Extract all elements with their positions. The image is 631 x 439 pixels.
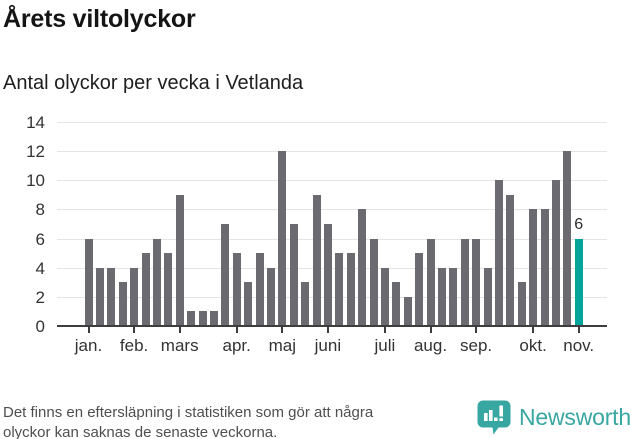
bar-week xyxy=(312,194,321,326)
bar-week xyxy=(266,267,275,326)
x-axis-month-label: mars xyxy=(160,336,199,355)
x-axis-tick xyxy=(577,327,580,333)
y-axis-tick-label: 4 xyxy=(35,258,45,278)
x-axis-tick xyxy=(475,327,478,333)
bar-week xyxy=(323,224,332,326)
footer-line-1: Det finns en eftersläpning i statistiken… xyxy=(3,404,374,421)
y-axis-tick-label: 14 xyxy=(26,113,45,132)
y-axis-tick-label: 10 xyxy=(26,171,45,191)
y-axis-tick-label: 6 xyxy=(35,229,45,249)
bar-week xyxy=(301,282,310,326)
bar-week xyxy=(255,253,264,326)
gridline xyxy=(57,180,607,182)
bar-week xyxy=(187,311,196,326)
bar-week xyxy=(289,224,298,326)
speech-bubble-bar-chart-icon xyxy=(477,400,511,435)
y-axis-tick-label: 2 xyxy=(35,287,45,307)
bar-week xyxy=(175,194,184,326)
bar-week xyxy=(551,180,560,326)
x-axis-month-label: apr. xyxy=(222,336,251,355)
bar-week xyxy=(415,253,424,326)
x-axis-month-label: sep. xyxy=(460,336,493,355)
bar-week xyxy=(517,282,526,326)
bar-week xyxy=(198,311,207,326)
bar-week xyxy=(358,209,367,326)
x-axis-tick xyxy=(383,327,386,333)
x-axis-tick xyxy=(133,327,136,333)
bar-week xyxy=(221,224,230,326)
highlight-value-label: 6 xyxy=(574,215,584,233)
bar-week xyxy=(449,267,458,326)
bar-week xyxy=(164,253,173,326)
page-title: Årets viltolyckor xyxy=(3,5,196,33)
bar-week xyxy=(483,267,492,326)
bar-week xyxy=(529,209,538,326)
x-axis-month-label: nov. xyxy=(563,336,595,355)
y-axis-tick-label: 12 xyxy=(26,142,45,162)
plot-area xyxy=(57,122,607,326)
bar-week xyxy=(152,238,161,326)
x-axis-tick xyxy=(178,327,181,333)
bar-week xyxy=(141,253,150,326)
bar-week xyxy=(278,151,287,326)
bar-week xyxy=(244,282,253,326)
footer-disclaimer: Det finns en eftersläpning i statistiken… xyxy=(3,403,373,439)
x-axis-tick xyxy=(235,327,238,333)
x-axis-tick xyxy=(326,327,329,333)
x-axis-month-label: juni xyxy=(314,336,342,355)
bar-week xyxy=(130,267,139,326)
chart-subtitle: Antal olyckor per vecka i Vetlanda xyxy=(3,72,304,94)
bar-week xyxy=(232,253,241,326)
x-axis-month-label: maj xyxy=(268,336,296,355)
x-axis-line xyxy=(57,325,607,327)
bar-highlighted-current-week xyxy=(574,238,583,326)
bar-week xyxy=(494,180,503,326)
gridline xyxy=(57,267,607,269)
bar-week xyxy=(540,209,549,326)
bar-week xyxy=(460,238,469,326)
y-axis-tick-label: 8 xyxy=(35,200,45,220)
bar-week xyxy=(472,238,481,326)
x-axis-month-label: aug. xyxy=(413,336,448,355)
y-axis-tick-label: 0 xyxy=(35,317,45,336)
x-axis-month-label: juli xyxy=(374,336,396,355)
footer-line-2: olyckor kan saknas de senaste veckorna. xyxy=(3,423,278,439)
x-axis-month-label: okt. xyxy=(519,336,547,355)
x-axis-tick xyxy=(87,327,90,333)
bar-week xyxy=(403,296,412,326)
x-axis-tick xyxy=(532,327,535,333)
x-axis-tick xyxy=(429,327,432,333)
bar-week xyxy=(437,267,446,326)
gridline xyxy=(57,151,607,153)
x-axis-tick xyxy=(281,327,284,333)
gridline xyxy=(57,238,607,240)
bar-week xyxy=(380,267,389,326)
bar-week xyxy=(346,253,355,326)
bar-week xyxy=(335,253,344,326)
bar-week xyxy=(209,311,218,326)
newsworthy-logo[interactable]: Newsworthy xyxy=(477,400,631,435)
x-axis-month-label: feb. xyxy=(119,336,149,355)
bar-week xyxy=(506,194,515,326)
bar-week xyxy=(84,238,93,326)
bar-week xyxy=(392,282,401,326)
bar-week xyxy=(107,267,116,326)
gridline xyxy=(57,209,607,211)
bar-week xyxy=(426,238,435,326)
x-axis-month-label: jan. xyxy=(74,336,103,355)
bar-week xyxy=(95,267,104,326)
bar-week xyxy=(118,282,127,326)
gridline xyxy=(57,296,607,298)
bar-week xyxy=(563,151,572,326)
gridline xyxy=(57,122,607,123)
newsworthy-wordmark: Newsworthy xyxy=(519,404,631,430)
bar-week xyxy=(369,238,378,326)
